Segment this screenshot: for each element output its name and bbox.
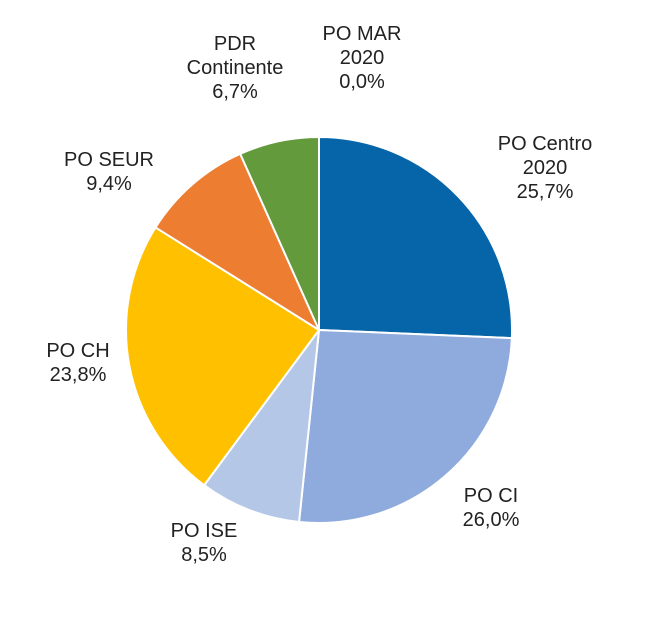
slice-name-label: 2020 xyxy=(340,47,385,69)
slice-name-label: 2020 xyxy=(523,157,568,179)
slice-value-label: 6,7% xyxy=(212,81,258,103)
slice-name-label: Continente xyxy=(187,57,284,79)
slice-label-po-ch: PO CH 23,8% xyxy=(46,340,109,386)
slice-name-label: PO MAR xyxy=(323,23,402,45)
pie-slice-po-ch xyxy=(125,226,320,487)
slice-name-label: PO CH xyxy=(46,340,109,362)
pie-slice-po-ci xyxy=(298,329,513,524)
slice-name-label: PO ISE xyxy=(171,520,238,542)
slice-label-po-seur: PO SEUR 9,4% xyxy=(64,149,154,195)
slice-value-label: 23,8% xyxy=(50,364,107,386)
slice-value-label: 25,7% xyxy=(517,181,574,203)
pie-slices xyxy=(125,136,513,524)
slice-value-label: 26,0% xyxy=(463,509,520,531)
slice-label-po-centro-2020: PO Centro 2020 25,7% xyxy=(498,133,592,203)
slice-label-po-ci: PO CI 26,0% xyxy=(463,485,520,531)
slice-label-po-ise: PO ISE 8,5% xyxy=(171,520,238,566)
slice-name-label: PO SEUR xyxy=(64,149,154,171)
pie-labels: PO Centro 2020 25,7%PO CI 26,0%PO ISE 8,5%PO… xyxy=(46,23,592,566)
slice-value-label: 0,0% xyxy=(339,71,385,93)
pie-slice-po-centro-2020 xyxy=(318,136,513,340)
slice-value-label: 8,5% xyxy=(181,544,227,566)
slice-name-label: PO CI xyxy=(464,485,518,507)
slice-name-label: PDR xyxy=(214,33,256,55)
slice-name-label: PO Centro xyxy=(498,133,592,155)
pie-slice-po-seur xyxy=(154,152,320,331)
slice-label-po-mar-2020: PO MAR 2020 0,0% xyxy=(323,23,402,93)
pie-slice-po-ise xyxy=(203,329,320,523)
slice-value-label: 9,4% xyxy=(86,173,132,195)
slice-label-pdr-continente: PDR Continente 6,7% xyxy=(187,33,284,103)
pie-slice-pdr-continente xyxy=(239,136,320,331)
